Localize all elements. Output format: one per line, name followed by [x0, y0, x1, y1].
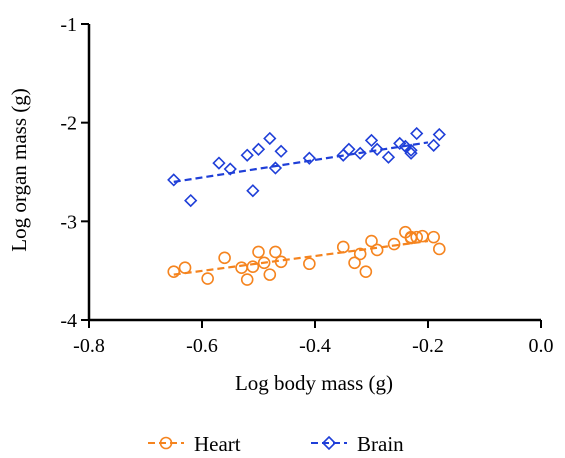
heart-point-18 — [370, 243, 384, 257]
brain-point-13 — [353, 146, 367, 160]
legend-heart-marker — [159, 436, 173, 450]
heart-point-8 — [257, 256, 271, 270]
legend-heart-label: Heart — [194, 432, 241, 456]
brain-point-22 — [427, 138, 441, 152]
brain-trend-line — [173, 141, 429, 183]
heart-point-16 — [359, 265, 373, 278]
heart-point-3 — [218, 251, 231, 265]
heart-trend-line — [173, 239, 429, 276]
brain-point-4 — [240, 148, 254, 162]
x-tick-label-1: -0.6 — [186, 335, 218, 357]
brain-point-9 — [274, 144, 288, 158]
legend-brain-label: Brain — [357, 432, 404, 456]
brain-point-19 — [404, 143, 418, 157]
heart-point-23 — [410, 230, 424, 244]
heart-point-1 — [178, 261, 192, 275]
heart-point-4 — [235, 261, 248, 275]
brain-point-3 — [223, 162, 237, 176]
brain-point-20 — [404, 146, 418, 160]
heart-point-7 — [252, 245, 265, 259]
brain-point-12 — [342, 142, 356, 156]
legend-item-brain: Brain — [311, 432, 404, 456]
heart-point-10 — [269, 245, 282, 259]
heart-point-14 — [348, 256, 361, 270]
brain-point-18 — [398, 139, 413, 153]
brain-point-15 — [370, 142, 384, 156]
brain-point-5 — [246, 184, 260, 198]
legend: Heart Brain — [148, 432, 404, 456]
x-tick-label-4: 0.0 — [529, 335, 554, 357]
heart-point-12 — [303, 257, 316, 271]
brain-point-14 — [364, 133, 379, 148]
x-axis-title: Log body mass (g) — [235, 371, 393, 395]
brain-point-16 — [381, 150, 396, 164]
x-tick-label-0: -0.8 — [73, 335, 105, 357]
legend-item-heart: Heart — [148, 432, 241, 456]
brain-point-0 — [167, 173, 181, 187]
brain-point-2 — [212, 156, 226, 170]
brain-point-10 — [302, 151, 316, 165]
heart-point-9 — [263, 268, 277, 281]
heart-point-6 — [246, 260, 260, 274]
y-tick-label-2: -3 — [60, 211, 77, 233]
brain-point-7 — [263, 131, 277, 146]
heart-point-11 — [274, 255, 288, 269]
brain-point-6 — [251, 142, 266, 156]
heart-point-2 — [201, 272, 214, 285]
brain-point-17 — [393, 136, 407, 151]
x-tick-label-2: -0.4 — [299, 335, 331, 357]
heart-point-15 — [353, 247, 367, 261]
heart-point-26 — [432, 242, 446, 256]
heart-point-13 — [336, 240, 350, 254]
heart-point-19 — [387, 237, 401, 251]
legend-brain-marker — [321, 435, 337, 451]
brain-point-8 — [268, 161, 283, 175]
heart-point-0 — [167, 265, 181, 278]
heart-point-25 — [427, 230, 440, 244]
heart-point-17 — [365, 234, 378, 248]
brain-point-23 — [432, 127, 446, 142]
x-tick-label-3: -0.2 — [412, 335, 444, 357]
y-tick-label-0: -1 — [60, 14, 77, 36]
brain-point-1 — [184, 193, 198, 208]
plot-area: -0.8 -0.6 -0.4 -0.2 0.0 -1 -2 -3 -4 — [60, 14, 553, 357]
y-axis-title: Log organ mass (g) — [7, 88, 31, 252]
y-tick-label-3: -4 — [60, 310, 77, 332]
heart-point-5 — [240, 273, 254, 286]
brain-point-21 — [410, 126, 424, 141]
y-tick-label-1: -2 — [60, 113, 77, 135]
